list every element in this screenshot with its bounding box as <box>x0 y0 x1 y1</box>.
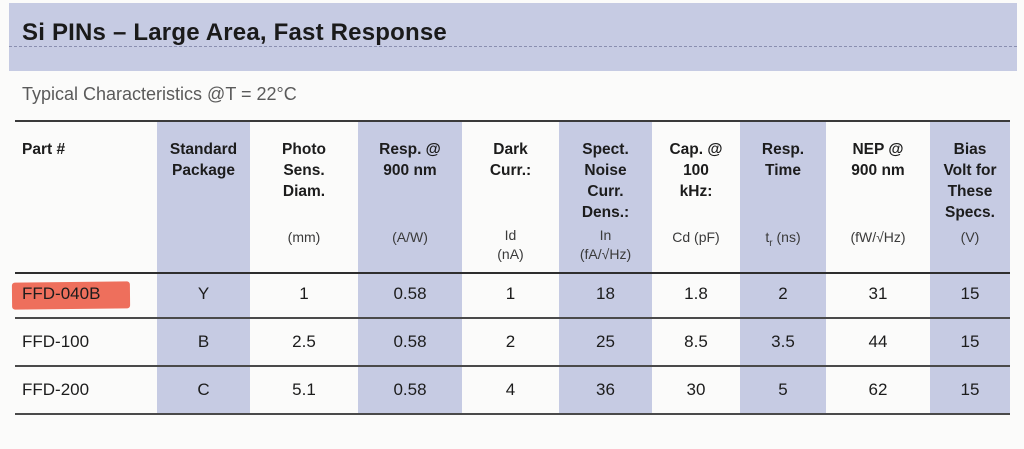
cell-diameter: 1 <box>299 284 309 303</box>
cell-package: Y <box>197 284 210 303</box>
column-unit-nep: (fW/√Hz) <box>850 229 906 245</box>
cell-responsivity: 0.58 <box>393 332 427 351</box>
cell-package: B <box>197 332 210 351</box>
column-unit-diameter: (mm) <box>287 229 321 245</box>
cell-bias-voltage: 15 <box>960 284 980 303</box>
table-row-rule <box>15 365 1010 367</box>
column-unit-bias-voltage: (V) <box>960 229 980 245</box>
table-row-rule <box>15 413 1010 415</box>
column-unit-dark-current: Id (nA) <box>497 227 524 262</box>
cell-responsivity: 0.58 <box>393 284 427 303</box>
column-unit-noise-density: In (fA/√Hz) <box>579 227 632 262</box>
column-header-package: Standard Package <box>169 141 238 179</box>
column-unit-responsivity: (A/W) <box>392 229 428 245</box>
cell-package: C <box>197 380 210 399</box>
column-header-bias-voltage: Bias Volt for These Specs. <box>943 141 997 221</box>
column-unit-capacitance: Cd (pF) <box>672 229 720 245</box>
table-row-rule <box>15 317 1010 319</box>
cell-noise-density: 18 <box>596 284 615 303</box>
column-header-capacitance: Cap. @100 kHz: <box>669 141 723 200</box>
column-header-noise-density: Spect. Noise Curr. Dens.: <box>581 141 630 221</box>
cell-response-time: 5 <box>778 380 788 399</box>
table-top-rule <box>15 120 1010 122</box>
cell-diameter: 2.5 <box>292 332 316 351</box>
cell-nep: 62 <box>868 380 888 399</box>
cell-part: FFD-200 <box>22 380 90 399</box>
cell-nep: 31 <box>868 284 888 303</box>
cell-noise-density: 36 <box>596 380 615 399</box>
column-header-diameter: Photo Sens. Diam. <box>282 141 326 200</box>
cell-part: FFD-100 <box>22 332 90 351</box>
cell-response-time: 3.5 <box>771 332 795 351</box>
column-unit-response-time: tr (ns) <box>765 229 801 249</box>
cell-bias-voltage: 15 <box>960 380 980 399</box>
cell-response-time: 2 <box>778 284 788 303</box>
cell-dark-current: 2 <box>505 332 516 351</box>
title-banner <box>9 3 1017 71</box>
column-header-nep: NEP @900 nm <box>851 141 905 179</box>
cell-capacitance: 30 <box>686 380 706 399</box>
cell-responsivity: 0.58 <box>393 380 427 399</box>
cell-dark-current: 1 <box>505 284 516 303</box>
cell-bias-voltage: 15 <box>960 332 980 351</box>
table-header-rule <box>15 272 1010 274</box>
column-header-responsivity: Resp. @900 nm <box>379 141 441 179</box>
column-header-response-time: Resp. Time <box>761 141 805 179</box>
banner-divider <box>9 46 1017 47</box>
cell-part: FFD-040B <box>22 284 101 303</box>
cell-dark-current: 4 <box>505 380 516 399</box>
page-title: Si PINs – Large Area, Fast Response <box>22 19 447 46</box>
cell-nep: 44 <box>868 332 888 351</box>
cell-diameter: 5.1 <box>292 380 316 399</box>
cell-capacitance: 1.8 <box>684 284 708 303</box>
column-header-part: Part # <box>22 141 66 158</box>
column-header-dark-current: Dark Curr.: <box>489 141 532 179</box>
cell-capacitance: 8.5 <box>684 332 708 351</box>
cell-noise-density: 25 <box>596 332 615 351</box>
table-caption: Typical Characteristics @T = 22°C <box>22 84 297 104</box>
